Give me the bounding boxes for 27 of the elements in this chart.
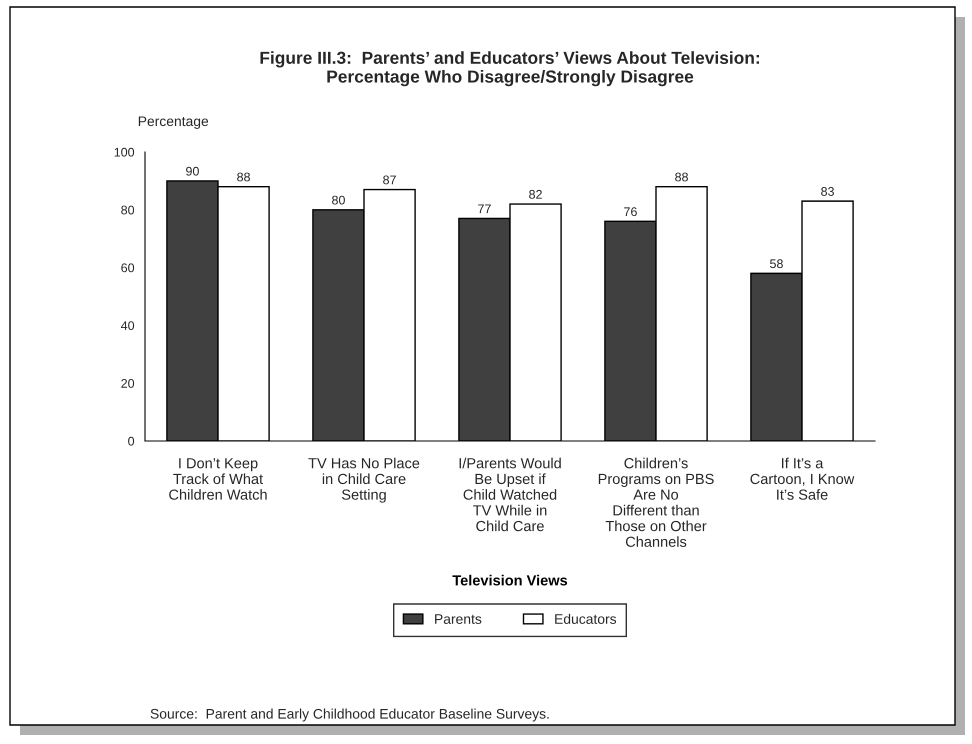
legend-label: Educators xyxy=(555,614,616,624)
data-label: 58 xyxy=(770,259,783,268)
data-label: 87 xyxy=(383,175,396,184)
y-tick-label: 0 xyxy=(128,436,134,446)
y-tick-label: 60 xyxy=(121,263,134,272)
y-tick-label: 40 xyxy=(120,321,134,330)
x-axis-title: Television Views xyxy=(452,574,568,586)
data-label: 77 xyxy=(478,204,491,214)
data-label: 88 xyxy=(675,172,688,182)
x-tick-label: I Don’t Keep Track of What Children Watch xyxy=(169,458,267,500)
data-label: 76 xyxy=(624,207,637,216)
legend-label: Parents xyxy=(435,614,482,624)
data-label: 88 xyxy=(237,172,250,182)
y-axis-title: Percentage xyxy=(138,116,208,129)
y-tick-label: 100 xyxy=(114,148,134,157)
y-tick-label: 20 xyxy=(121,379,134,388)
x-tick-label: If It’s a Cartoon, I Know It’s Safe xyxy=(750,458,854,500)
y-tick-label: 80 xyxy=(121,206,134,214)
data-label: 80 xyxy=(332,196,345,205)
x-tick-label: I/Parents Would Be Upset if Child Watched TV While in Child Care xyxy=(460,458,561,532)
x-tick-label: Children’s Programs on PBS Are No Different than Those on Other Channels xyxy=(598,458,714,547)
chart-title: Figure III.3: Parents’ and Educators’ Views About Television: Percentage Who Disagree/Strongly Disagree xyxy=(260,51,760,86)
data-label: 82 xyxy=(529,190,542,199)
source-note: Source: Parent and Early Childhood Educator Baseline Surveys. xyxy=(150,708,549,722)
data-label: 83 xyxy=(821,187,834,196)
x-tick-label: TV Has No Place in Child Care Setting xyxy=(308,458,420,503)
data-label: 90 xyxy=(186,166,199,176)
